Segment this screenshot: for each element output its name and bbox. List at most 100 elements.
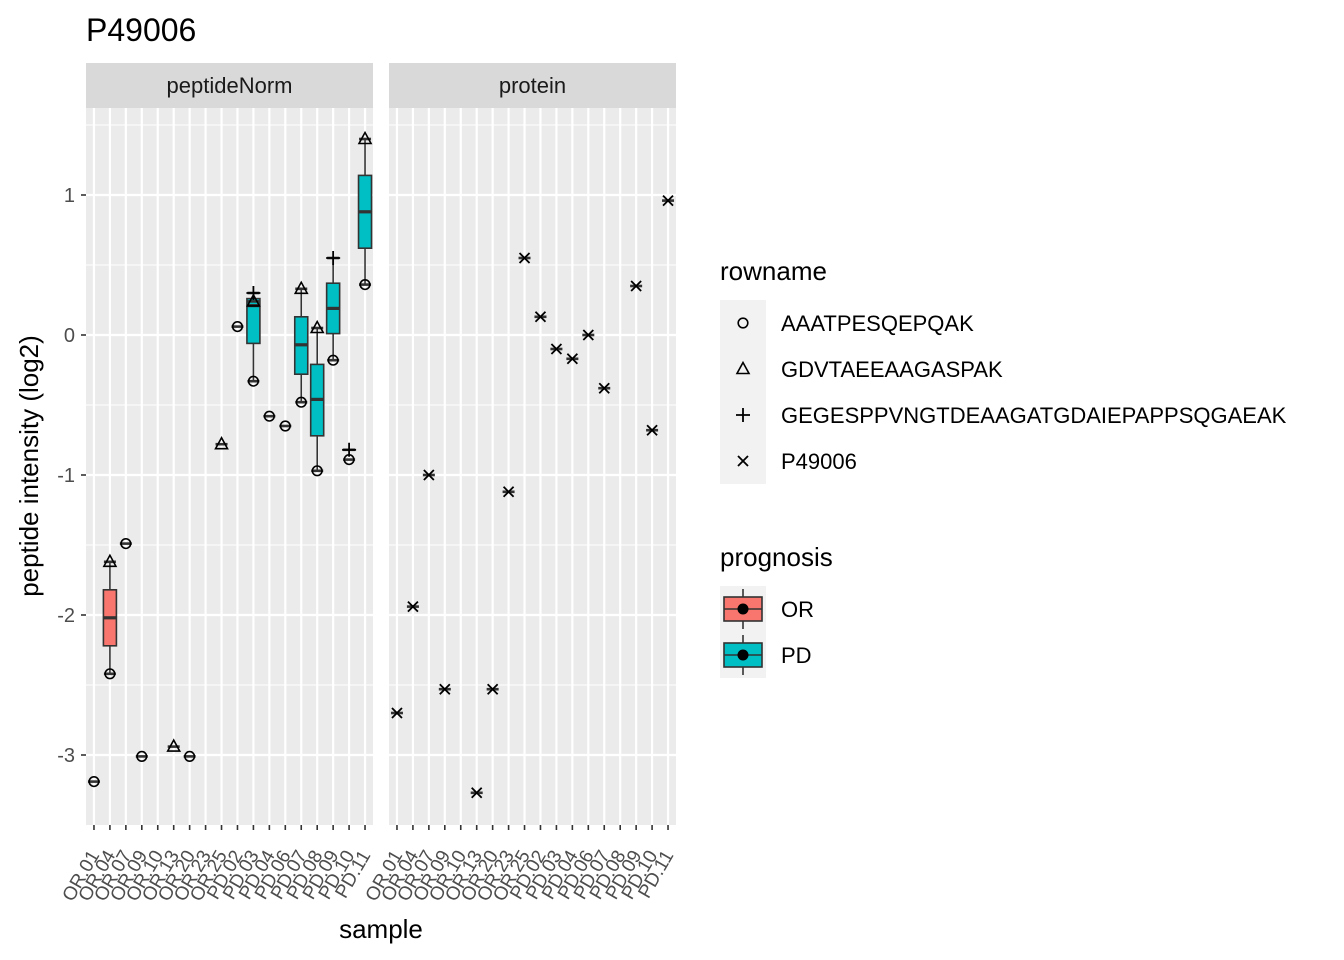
data-point: [598, 382, 611, 394]
data-point: [486, 683, 499, 695]
point-triangle: [102, 553, 118, 568]
y-tick-label: -2: [57, 605, 75, 627]
legend-title-prognosis: prognosis: [720, 542, 833, 572]
point-cross: [518, 252, 531, 264]
data-point: [342, 442, 357, 457]
point-circle: [231, 321, 244, 333]
legend-label-rowname: GDVTAEEAAGASPAK: [781, 357, 1003, 382]
boxplot-PD.08: [309, 328, 325, 471]
data-point: [422, 469, 435, 481]
data-point: [102, 553, 118, 568]
data-point: [279, 420, 292, 432]
legend-label-prognosis: OR: [781, 597, 814, 622]
data-point: [246, 293, 261, 307]
point-cross: [550, 343, 563, 355]
point-triangle: [214, 436, 229, 450]
y-tick-label: -1: [57, 465, 75, 487]
point-plus: [326, 251, 341, 265]
point-triangle: [293, 280, 309, 295]
data-point: [438, 683, 451, 695]
data-point: [246, 286, 261, 300]
data-point: [166, 738, 182, 752]
point-circle: [359, 279, 371, 291]
legend-title-rowname: rowname: [720, 256, 827, 286]
data-point: [293, 280, 309, 295]
legend-triangle-icon: [735, 360, 751, 375]
data-point: [119, 537, 132, 550]
y-tick-label: -3: [57, 745, 75, 767]
point-circle: [88, 775, 100, 788]
data-point: [662, 194, 675, 207]
point-triangle: [166, 738, 182, 752]
facet-strip: [86, 63, 373, 108]
data-point: [518, 252, 531, 264]
point-cross: [662, 194, 674, 207]
point-circle: [279, 420, 291, 432]
data-point: [183, 750, 196, 763]
point-triangle: [309, 319, 325, 334]
legend-plus-icon: [736, 408, 750, 422]
point-circle: [136, 750, 148, 763]
point-cross: [566, 353, 578, 365]
data-point: [357, 130, 373, 145]
point-triangle: [246, 293, 261, 307]
panel-background: [86, 108, 373, 825]
point-plus: [246, 286, 261, 300]
point-cross: [471, 787, 483, 799]
data-point: [534, 311, 547, 323]
point-plus: [342, 442, 357, 457]
point-cross: [502, 486, 515, 498]
data-point: [582, 329, 595, 341]
data-point: [295, 396, 308, 408]
point-cross: [423, 469, 435, 481]
legend-label-prognosis: PD: [781, 643, 812, 668]
y-axis-title: peptide intensity (log2): [14, 335, 44, 597]
point-cross: [582, 329, 594, 341]
data-point: [135, 750, 148, 763]
point-cross: [598, 382, 610, 394]
data-point: [326, 251, 341, 265]
legend-cross-icon: [737, 455, 749, 467]
data-point: [327, 354, 340, 366]
point-circle: [184, 750, 196, 763]
data-point: [470, 787, 483, 799]
legend-label-rowname: GEGESPPVNGTDEAAGATGDAIEPAPPSQGAEAK: [781, 403, 1287, 428]
y-tick-label: 1: [64, 185, 75, 207]
facet-strip: [389, 63, 676, 108]
point-circle: [327, 354, 339, 366]
legend: rowname AAATPESQEPQAK GDVTAEEAAGASPAK GEGES…: [720, 256, 1287, 678]
data-point: [566, 353, 579, 365]
point-triangle: [357, 130, 373, 145]
y-axis: -3 -2 -1 0 1: [57, 185, 86, 767]
data-point: [646, 424, 659, 436]
point-cross: [630, 280, 642, 292]
panel-peptideNorm: peptideNormOR.01OR.04OR.07OR.09OR.10OR.1…: [59, 63, 375, 905]
facet-panels: peptideNormOR.01OR.04OR.07OR.09OR.10OR.1…: [59, 63, 678, 905]
point-circle: [247, 375, 260, 387]
panel-protein: proteinOR.01OR.04OR.07OR.09OR.10OR.13OR.…: [362, 63, 678, 905]
data-point: [311, 465, 324, 477]
legend-dot: [737, 649, 749, 661]
legend-key-bg: [720, 300, 766, 346]
data-point: [406, 600, 419, 613]
data-point: [214, 436, 229, 450]
data-point: [550, 343, 563, 355]
data-point: [502, 486, 515, 498]
x-axis-title: sample: [339, 914, 423, 944]
legend-dot: [737, 603, 749, 615]
data-point: [359, 279, 372, 291]
point-circle: [263, 410, 275, 422]
point-cross: [646, 424, 658, 436]
data-point: [630, 280, 643, 292]
legend-label-rowname: AAATPESQEPQAK: [781, 311, 974, 336]
legend-key-bg: [720, 346, 766, 392]
point-circle: [311, 465, 323, 477]
point-cross: [487, 683, 499, 695]
legend-label-rowname: P49006: [781, 449, 857, 474]
facet-strip-label: protein: [499, 73, 566, 98]
legend-circle-icon: [737, 317, 749, 329]
y-tick-label: 0: [64, 325, 75, 347]
data-point: [231, 321, 244, 333]
data-point: [87, 775, 100, 788]
